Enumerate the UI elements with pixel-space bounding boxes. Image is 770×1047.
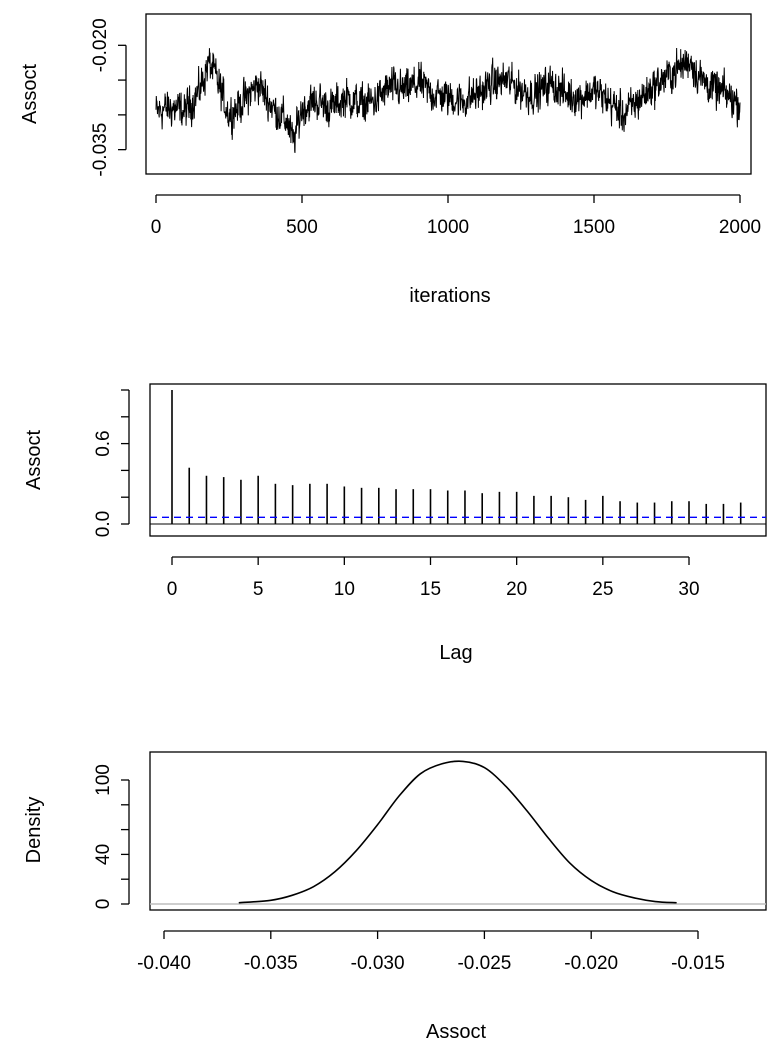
density-x-axis: -0.040 -0.035 -0.030 -0.025 -0.020 -0.015 xyxy=(137,930,725,974)
acf-plot: 0 5 10 15 20 25 30 0.0 0.6 Lag Assoct xyxy=(23,383,767,664)
density-plot: -0.040 -0.035 -0.030 -0.025 -0.020 -0.015 0 40… xyxy=(23,751,767,1043)
acf-x-tick-label: 25 xyxy=(592,579,613,600)
trace-x-axis: 0 500 1000 1500 2000 xyxy=(151,194,761,238)
density-x-tick-label: -0.040 xyxy=(137,953,191,974)
acf-x-tick-label: 0 xyxy=(167,579,178,600)
acf-y-tick-label: 0.0 xyxy=(93,511,114,537)
trace-x-tick-label: 1500 xyxy=(573,217,615,238)
density-series xyxy=(150,760,766,905)
density-y-tick-label: 0 xyxy=(93,899,114,910)
acf-y-tick-label: 0.6 xyxy=(93,430,114,456)
trace-ylabel: Assoct xyxy=(19,64,41,124)
trace-y-tick-label: -0.035 xyxy=(90,123,111,177)
trace-y-tick-label: -0.020 xyxy=(90,18,111,72)
trace-y-axis: -0.035 -0.020 xyxy=(90,18,127,177)
density-xlabel: Assoct xyxy=(426,1021,486,1043)
density-plot-frame xyxy=(149,751,767,911)
acf-x-tick-label: 30 xyxy=(678,579,699,600)
acf-bars xyxy=(150,390,766,525)
acf-x-tick-label: 5 xyxy=(253,579,264,600)
acf-plot-frame xyxy=(149,383,767,537)
density-curve xyxy=(238,760,677,904)
acf-y-axis: 0.0 0.6 xyxy=(93,389,130,537)
trace-plot-frame xyxy=(145,13,752,175)
acf-x-tick-label: 20 xyxy=(506,579,527,600)
trace-line xyxy=(155,47,741,153)
trace-xlabel: iterations xyxy=(409,285,490,307)
density-y-tick-label: 40 xyxy=(93,844,114,865)
density-x-tick-label: -0.030 xyxy=(351,953,405,974)
acf-xlabel: Lag xyxy=(439,642,472,664)
trace-plot: 0 500 1000 1500 2000 -0.035 -0.020 iterations… xyxy=(19,13,761,307)
trace-x-tick-label: 0 xyxy=(151,217,162,238)
acf-x-tick-label: 10 xyxy=(334,579,355,600)
density-ylabel: Density xyxy=(23,797,45,864)
density-y-axis: 0 40 100 xyxy=(93,764,130,910)
density-x-tick-label: -0.025 xyxy=(457,953,511,974)
trace-x-tick-label: 1000 xyxy=(427,217,469,238)
acf-ylabel: Assoct xyxy=(23,430,45,490)
trace-series xyxy=(155,47,741,153)
density-y-tick-label: 100 xyxy=(93,764,114,796)
density-x-tick-label: -0.035 xyxy=(244,953,298,974)
trace-x-tick-label: 2000 xyxy=(719,217,761,238)
acf-x-tick-label: 15 xyxy=(420,579,441,600)
density-x-tick-label: -0.020 xyxy=(564,953,618,974)
trace-x-tick-label: 500 xyxy=(286,217,318,238)
acf-x-axis: 0 5 10 15 20 25 30 xyxy=(167,556,700,600)
density-x-tick-label: -0.015 xyxy=(671,953,725,974)
